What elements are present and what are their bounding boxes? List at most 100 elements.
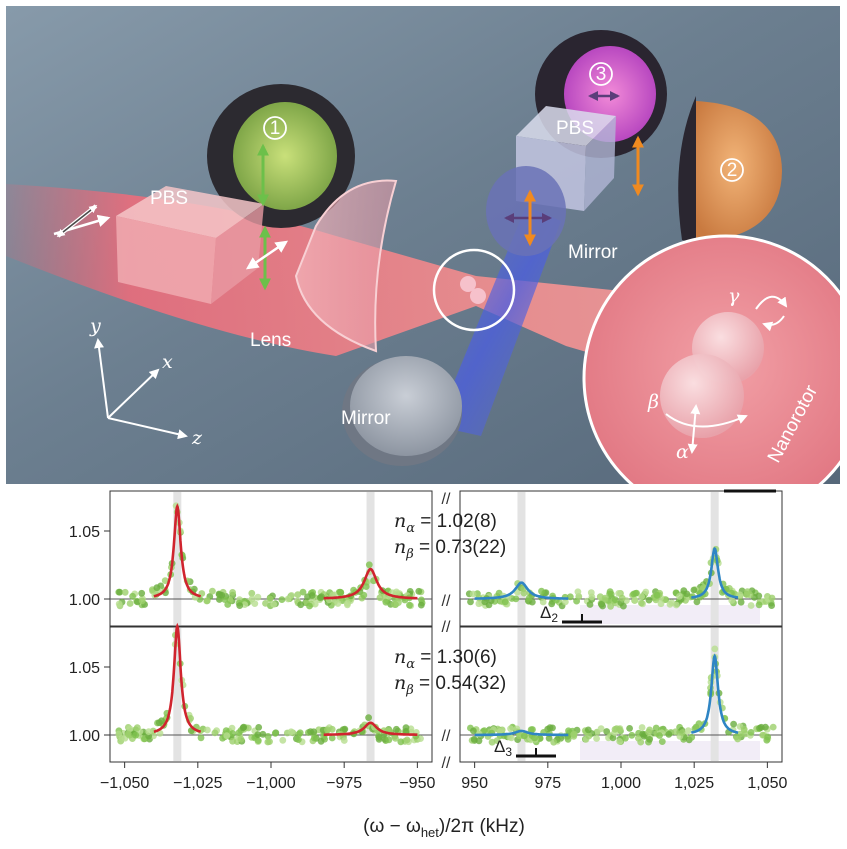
peak-band <box>173 628 182 761</box>
data-point <box>566 593 574 601</box>
peak-band <box>517 628 526 761</box>
data-point <box>470 727 477 735</box>
data-point <box>632 590 639 597</box>
data-point <box>158 717 166 725</box>
data-point <box>611 596 619 604</box>
data-point <box>646 736 653 743</box>
data-point <box>539 598 547 606</box>
data-point <box>362 583 370 590</box>
data-point <box>392 735 399 742</box>
data-point <box>642 588 650 596</box>
detector-1: 1 <box>207 84 355 228</box>
detector-2: 2 <box>678 96 782 244</box>
data-point <box>121 588 129 596</box>
data-point <box>711 645 719 653</box>
data-point <box>279 736 287 744</box>
data-point <box>665 730 673 738</box>
data-point <box>262 600 269 607</box>
pbs-cube-right: PBS <box>516 106 616 211</box>
data-point <box>626 725 633 732</box>
data-point <box>480 727 488 735</box>
beta-label: β <box>647 391 659 413</box>
data-point <box>657 600 665 608</box>
data-point <box>229 737 237 745</box>
data-point <box>740 725 748 733</box>
data-point <box>638 724 646 731</box>
data-point <box>638 593 645 600</box>
data-point <box>228 724 236 732</box>
data-point <box>266 595 274 603</box>
alpha-peaks-fit <box>153 622 202 734</box>
data-point <box>730 720 737 728</box>
nanorotor-inset: γ β α Nanorotor <box>582 234 840 484</box>
data-point <box>255 724 263 731</box>
data-point <box>270 601 278 608</box>
data-point <box>306 602 313 610</box>
data-point <box>683 590 691 598</box>
data-point <box>264 733 272 740</box>
data-point <box>755 601 763 609</box>
data-point <box>666 601 674 608</box>
data-point <box>755 592 763 600</box>
n-beta-annotation: nβ = 0.54(32) <box>394 672 506 698</box>
data-point <box>747 602 755 609</box>
y-tick-label: 1.00 <box>69 728 100 745</box>
data-point <box>138 589 146 597</box>
data-point <box>295 736 302 743</box>
data-point <box>287 728 295 736</box>
shaded-band <box>580 605 760 624</box>
data-point <box>204 726 211 734</box>
data-point <box>769 723 777 731</box>
axis-break-mark: // <box>442 755 451 772</box>
data-point <box>328 725 336 733</box>
data-point <box>593 735 600 742</box>
lens-label: Lens <box>250 330 291 351</box>
n-alpha-annotation: nα = 1.30(6) <box>394 646 497 672</box>
data-point <box>507 725 514 733</box>
data-point <box>211 729 219 737</box>
data-point <box>311 734 318 742</box>
data-point <box>512 595 520 603</box>
panel-top: 1.00 1.05 nα = 1.02(8)nβ = 0.73(22) Δ2 <box>69 490 783 627</box>
mirror-bottom: Mirror <box>341 356 462 466</box>
data-point <box>598 601 605 608</box>
data-point <box>295 730 303 738</box>
data-point <box>496 728 504 735</box>
data-point <box>317 737 325 745</box>
data-point <box>645 596 653 604</box>
data-point <box>684 727 692 735</box>
data-point <box>475 737 483 745</box>
data-point <box>638 599 645 607</box>
x-axis-label: (ω − ωhet)/2π (kHz) <box>363 816 525 840</box>
axis-y-label: y <box>89 315 101 337</box>
data-point <box>393 725 400 733</box>
x-tick-label: −950 <box>399 775 435 792</box>
pbs-cube-left: PBS <box>116 186 264 304</box>
pbs-left-label: PBS <box>150 188 188 209</box>
data-point <box>562 598 569 606</box>
axis-z-label: z <box>191 427 203 449</box>
coordinate-axes: y x z <box>89 315 203 449</box>
data-point <box>266 738 273 745</box>
data-point <box>615 590 623 597</box>
data-point <box>693 598 701 606</box>
data-point <box>299 588 307 596</box>
data-point <box>690 586 698 594</box>
beta-peaks-fit <box>690 653 739 734</box>
data-point <box>138 597 146 605</box>
data-point <box>737 598 745 606</box>
data-point <box>467 598 474 606</box>
data-point <box>365 714 372 721</box>
beta-peaks-fit <box>474 729 569 737</box>
x-tick-label: 975 <box>534 775 561 792</box>
data-point <box>248 595 256 603</box>
data-point <box>328 734 336 742</box>
data-point <box>658 738 666 745</box>
data-point <box>403 736 411 744</box>
data-point <box>132 731 140 739</box>
data-point <box>254 737 262 744</box>
data-point <box>224 601 232 608</box>
data-point <box>216 591 224 598</box>
x-tick-label: 1,025 <box>674 775 714 792</box>
data-point <box>417 601 425 609</box>
